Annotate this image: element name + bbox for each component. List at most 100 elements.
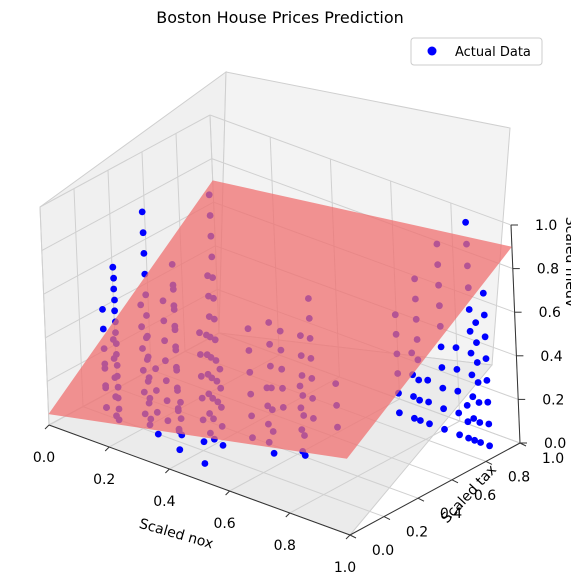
data-point xyxy=(480,311,488,319)
data-point xyxy=(454,387,462,395)
z-tick-label: 0.6 xyxy=(539,305,561,321)
data-point xyxy=(154,430,162,438)
data-point xyxy=(486,442,493,450)
legend: Actual Data xyxy=(410,37,543,66)
data-point xyxy=(440,405,447,413)
y-tick-label: 0.8 xyxy=(508,469,530,485)
z-axis-label: Scaled medv xyxy=(562,217,571,307)
data-point xyxy=(484,398,492,406)
data-point xyxy=(439,384,447,392)
data-point xyxy=(176,446,184,454)
z-axis-ticks: 0.0 0.2 0.4 0.6 0.8 1.0 xyxy=(511,218,566,452)
data-point xyxy=(474,379,482,386)
z-tick-label: 0.2 xyxy=(542,392,564,408)
data-point xyxy=(452,344,460,351)
data-point xyxy=(479,289,487,297)
data-point xyxy=(415,376,423,384)
z-tick-label: 1.0 xyxy=(535,218,557,234)
y-tick-label: 0.2 xyxy=(406,525,428,541)
data-point xyxy=(476,419,484,426)
x-tick-mark xyxy=(165,468,170,474)
data-point xyxy=(424,376,432,384)
data-point xyxy=(396,409,403,417)
chart-title: Boston House Prices Prediction xyxy=(156,8,404,27)
data-point xyxy=(465,306,473,313)
data-point xyxy=(99,306,106,313)
data-point xyxy=(201,460,209,467)
data-point xyxy=(453,366,461,373)
y-tick-mark xyxy=(451,479,459,484)
x-tick-label: 1.0 xyxy=(334,560,356,576)
x-tick-mark xyxy=(345,534,351,540)
data-point xyxy=(425,398,432,406)
data-point xyxy=(463,402,471,409)
data-point xyxy=(99,325,107,333)
grid-line xyxy=(41,158,213,252)
data-point xyxy=(482,355,490,362)
data-point xyxy=(465,434,472,442)
data-point xyxy=(485,420,493,428)
x-tick-label: 0.4 xyxy=(153,494,175,510)
data-point xyxy=(462,218,469,226)
data-point xyxy=(139,229,147,237)
data-point xyxy=(111,296,118,304)
data-point xyxy=(473,339,480,346)
z-tick-label: 0.8 xyxy=(537,262,559,278)
data-point xyxy=(301,452,309,459)
x-tick-label: 0.6 xyxy=(213,516,235,532)
y-tick-mark xyxy=(349,534,357,539)
data-point xyxy=(110,285,118,293)
z-axis-line xyxy=(510,224,521,444)
axes-lines xyxy=(48,224,521,536)
grid-line xyxy=(39,114,211,208)
data-point xyxy=(111,307,118,315)
y-axis-ticks: 0.0 0.2 0.4 0.6 0.8 1.0 xyxy=(349,442,564,559)
data-point xyxy=(411,414,418,422)
y-tick-mark xyxy=(485,460,493,465)
data-point xyxy=(109,263,117,271)
y-tick-label: 0.0 xyxy=(372,543,394,559)
data-point xyxy=(481,333,489,341)
data-point xyxy=(456,431,463,439)
legend-marker xyxy=(427,46,437,56)
grid-line xyxy=(289,420,461,514)
data-point xyxy=(416,396,423,404)
legend-box xyxy=(410,37,543,66)
x-tick-mark xyxy=(104,446,110,452)
y-tick-mark xyxy=(383,516,391,521)
data-point xyxy=(110,274,117,282)
y-tick-label: 1.0 xyxy=(542,451,564,467)
data-point xyxy=(467,349,475,357)
data-point xyxy=(270,449,278,457)
x-tick-mark xyxy=(225,490,230,496)
data-point xyxy=(464,418,472,426)
x-axis-label: Scaled nox xyxy=(137,516,215,552)
y-tick-mark xyxy=(417,497,425,502)
x-axis-ticks: 0.0 0.2 0.4 0.6 0.8 1.0 xyxy=(33,424,356,576)
grid-line xyxy=(209,114,512,226)
y-tick-label: 0.6 xyxy=(474,488,496,504)
x-tick-mark xyxy=(285,512,291,518)
data-point xyxy=(200,438,208,446)
data-point xyxy=(441,425,448,433)
grid-line xyxy=(43,201,214,295)
x-axis-line xyxy=(48,424,351,536)
data-point xyxy=(475,399,483,406)
data-point xyxy=(426,420,433,428)
data-point xyxy=(417,417,424,424)
data-point xyxy=(140,250,148,257)
data-point xyxy=(470,415,478,422)
z-tick-label: 0.0 xyxy=(544,436,566,452)
x-tick-label: 0.2 xyxy=(93,472,115,488)
grid-line xyxy=(39,206,50,426)
z-tick-label: 0.4 xyxy=(540,349,562,365)
data-point xyxy=(469,393,477,401)
y-tick-label: 0.4 xyxy=(440,506,462,522)
legend-label: Actual Data xyxy=(455,45,531,60)
data-point xyxy=(138,208,146,216)
data-point xyxy=(219,442,227,449)
x-tick-label: 0.8 xyxy=(274,538,296,554)
data-point xyxy=(410,393,417,400)
data-point xyxy=(483,377,491,384)
